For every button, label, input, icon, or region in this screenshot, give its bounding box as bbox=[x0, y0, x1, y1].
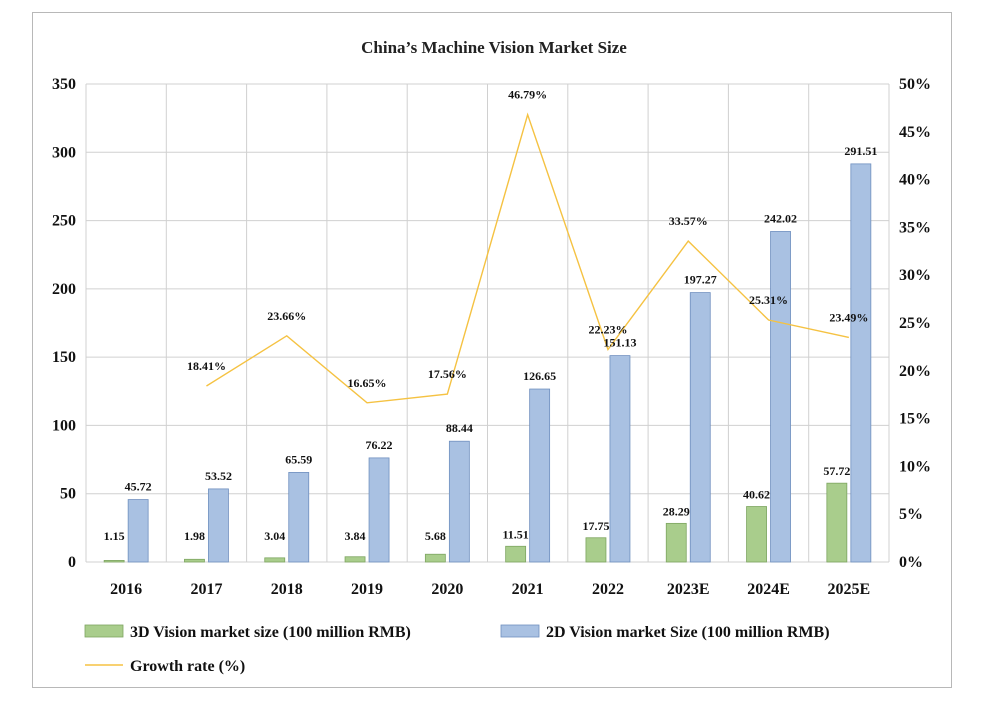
y-right-tick-label: 45% bbox=[899, 124, 931, 141]
bar-3d bbox=[424, 553, 446, 563]
data-label-2d: 88.44 bbox=[446, 421, 473, 435]
y-right-tick-label: 25% bbox=[899, 315, 931, 332]
data-label-2d: 76.22 bbox=[366, 438, 393, 452]
y-left-tick-label: 50 bbox=[60, 486, 76, 503]
series-3d-bars bbox=[103, 482, 848, 563]
bar-2d bbox=[609, 355, 631, 563]
bar-2d bbox=[368, 457, 390, 563]
bar-2d bbox=[770, 231, 791, 563]
data-label-3d: 3.04 bbox=[264, 529, 285, 543]
data-label-3d: 1.15 bbox=[104, 529, 125, 543]
data-label-growth: 25.31% bbox=[749, 293, 788, 307]
bar-2d bbox=[850, 163, 872, 563]
bar-3d bbox=[585, 537, 607, 563]
data-labels: 1.15 45.72 1.98 53.52 3.04 65.59 3.84 76.22 5.68… bbox=[104, 88, 878, 543]
x-category-label: 2022 bbox=[592, 581, 624, 598]
x-category-label: 2025E bbox=[828, 581, 871, 598]
x-category-label: 2024E bbox=[747, 581, 790, 598]
y-left-tick-label: 350 bbox=[52, 76, 76, 93]
bar-3d bbox=[184, 558, 205, 563]
data-label-3d: 3.84 bbox=[345, 529, 366, 543]
y-right-tick-label: 30% bbox=[899, 267, 931, 284]
bar-3d bbox=[826, 482, 848, 563]
data-label-3d: 57.72 bbox=[823, 464, 850, 478]
y-right-tick-label: 20% bbox=[899, 363, 931, 380]
bar-3d bbox=[264, 557, 286, 563]
y-right-tick-label: 5% bbox=[899, 506, 923, 523]
bar-3d bbox=[746, 506, 767, 563]
data-label-3d: 1.98 bbox=[184, 529, 205, 543]
data-label-growth: 23.66% bbox=[267, 309, 306, 323]
bar-2d bbox=[288, 472, 310, 563]
axes: 0 50 100 150 200 250 300 350 0% 5% 10% 15% 20% 25% 30%… bbox=[52, 76, 931, 598]
data-label-growth: 46.79% bbox=[508, 88, 547, 102]
x-category-label: 2020 bbox=[431, 581, 463, 598]
data-label-2d: 126.65 bbox=[523, 369, 556, 383]
machine-vision-chart: China’s Machine Vision Market Size 1.15 4… bbox=[52, 38, 931, 675]
y-right-tick-label: 10% bbox=[899, 458, 931, 475]
x-category-label: 2023E bbox=[667, 581, 710, 598]
data-label-2d: 242.02 bbox=[764, 211, 797, 225]
bar-3d bbox=[344, 556, 366, 563]
bar-2d bbox=[208, 488, 229, 563]
y-left-tick-label: 250 bbox=[52, 213, 76, 230]
data-label-3d: 17.75 bbox=[582, 519, 609, 533]
x-category-label: 2019 bbox=[351, 581, 383, 598]
bar-3d bbox=[505, 545, 527, 563]
y-left-tick-label: 0 bbox=[68, 554, 76, 571]
bar-3d bbox=[665, 522, 687, 563]
y-left-tick-label: 200 bbox=[52, 281, 76, 298]
data-label-3d: 28.29 bbox=[663, 504, 690, 518]
data-label-3d: 11.51 bbox=[502, 527, 528, 541]
data-label-growth: 18.41% bbox=[187, 359, 226, 373]
data-label-growth: 33.57% bbox=[669, 214, 708, 228]
legend: 3D Vision market size (100 million RMB) 2… bbox=[84, 624, 830, 675]
data-label-2d: 291.51 bbox=[844, 144, 877, 158]
chart-title: China’s Machine Vision Market Size bbox=[361, 38, 627, 57]
grid-lines bbox=[85, 83, 890, 563]
legend-label-growth: Growth rate (%) bbox=[130, 658, 245, 675]
data-label-2d: 53.52 bbox=[205, 469, 232, 483]
legend-swatch-3d bbox=[84, 624, 124, 638]
y-left-tick-label: 100 bbox=[52, 417, 76, 434]
x-category-label: 2018 bbox=[271, 581, 303, 598]
data-label-2d: 45.72 bbox=[125, 480, 152, 494]
legend-swatch-2d bbox=[500, 624, 540, 638]
data-label-3d: 40.62 bbox=[743, 488, 770, 502]
data-label-growth: 22.23% bbox=[588, 322, 627, 336]
series-growth-line bbox=[206, 112, 849, 404]
y-right-tick-label: 15% bbox=[899, 411, 931, 428]
y-left-tick-label: 300 bbox=[52, 144, 76, 161]
x-category-label: 2016 bbox=[110, 581, 142, 598]
data-label-growth: 16.65% bbox=[348, 376, 387, 390]
bar-2d bbox=[448, 440, 470, 563]
bar-2d bbox=[127, 499, 149, 563]
data-label-2d: 151.13 bbox=[603, 336, 636, 350]
data-label-3d: 5.68 bbox=[425, 529, 446, 543]
legend-label-2d: 2D Vision market Size (100 million RMB) bbox=[546, 624, 830, 641]
y-right-tick-label: 0% bbox=[899, 554, 923, 571]
chart-frame: China’s Machine Vision Market Size 1.15 4… bbox=[32, 12, 952, 688]
x-category-label: 2017 bbox=[190, 581, 222, 598]
x-category-label: 2021 bbox=[512, 581, 544, 598]
legend-label-3d: 3D Vision market size (100 million RMB) bbox=[130, 624, 411, 641]
y-right-tick-label: 35% bbox=[899, 219, 931, 236]
data-label-growth: 23.49% bbox=[829, 310, 868, 324]
series-2d-bars bbox=[127, 163, 872, 563]
bar-2d bbox=[689, 292, 711, 563]
y-right-tick-label: 40% bbox=[899, 172, 931, 189]
data-label-growth: 17.56% bbox=[428, 367, 467, 381]
data-label-2d: 197.27 bbox=[684, 273, 717, 287]
data-label-2d: 65.59 bbox=[285, 452, 312, 466]
y-right-tick-label: 50% bbox=[899, 76, 931, 93]
bar-3d bbox=[103, 560, 125, 563]
bar-2d bbox=[529, 388, 551, 563]
growth-rate-line bbox=[206, 112, 849, 404]
y-left-tick-label: 150 bbox=[52, 349, 76, 366]
